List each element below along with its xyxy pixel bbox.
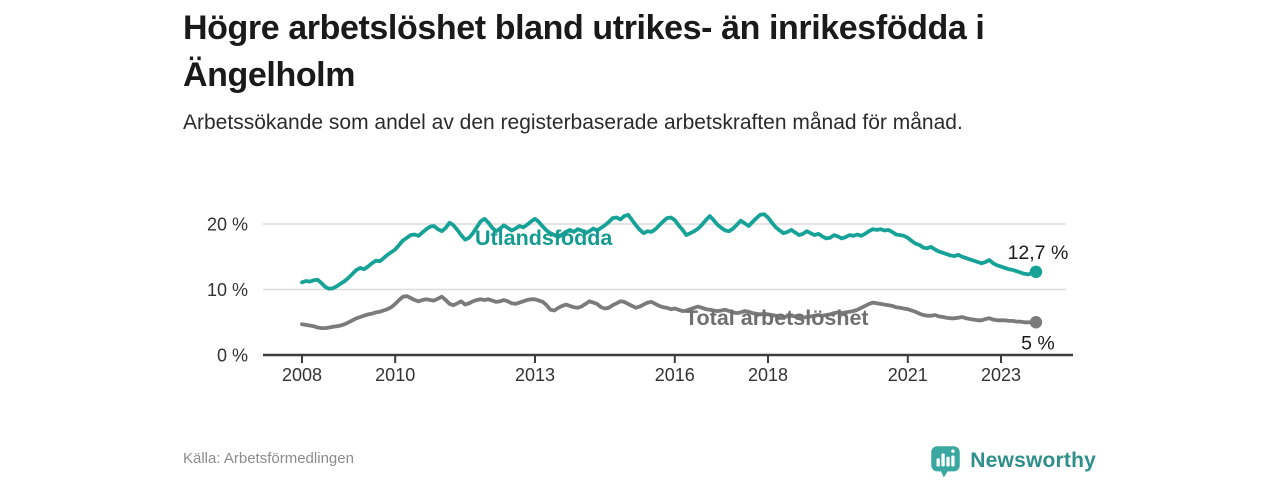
series-label-total: Total arbetslöshet [685, 306, 869, 330]
chart-canvas: 0 % 10 % 20 % 2008 2010 2013 2016 2018 2021 2023 T… [207, 212, 1073, 385]
x-tick-label: 2018 [748, 365, 788, 385]
line-chart: 0 % 10 % 20 % 2008 2010 2013 2016 2018 2021 2023 T… [180, 193, 1110, 410]
chart-subtitle: Arbetssökande som andel av den registerb… [183, 111, 963, 134]
end-value-total: 5 % [1021, 332, 1055, 354]
series-label-utlandsfodda: Utlandsfödda [475, 226, 613, 250]
end-value-utlandsfodda: 12,7 % [1008, 242, 1069, 264]
newsworthy-logo[interactable]: Newsworthy [929, 444, 1096, 478]
series-line-utlandsfodda [300, 212, 1038, 291]
y-tick-label: 20 % [207, 215, 248, 235]
x-tick-label: 2023 [981, 365, 1021, 385]
brand-name: Newsworthy [970, 449, 1096, 472]
end-dot-total [1029, 316, 1043, 329]
end-dot-utlandsfodda [1029, 265, 1043, 279]
x-tick-label: 2016 [655, 365, 695, 385]
page-title: Högre arbetslöshet bland utrikes- än inr… [183, 9, 985, 94]
y-tick-label: 0 % [217, 346, 248, 366]
source-note: Källa: Arbetsförmedlingen [183, 450, 354, 467]
x-tick-label: 2021 [888, 365, 928, 385]
x-tick-label: 2008 [282, 365, 322, 385]
y-tick-label: 10 % [207, 280, 248, 300]
x-tick-label: 2013 [515, 365, 555, 385]
x-tick-label: 2010 [375, 365, 415, 385]
newsworthy-icon [931, 446, 961, 478]
series-line-total [300, 294, 1038, 331]
